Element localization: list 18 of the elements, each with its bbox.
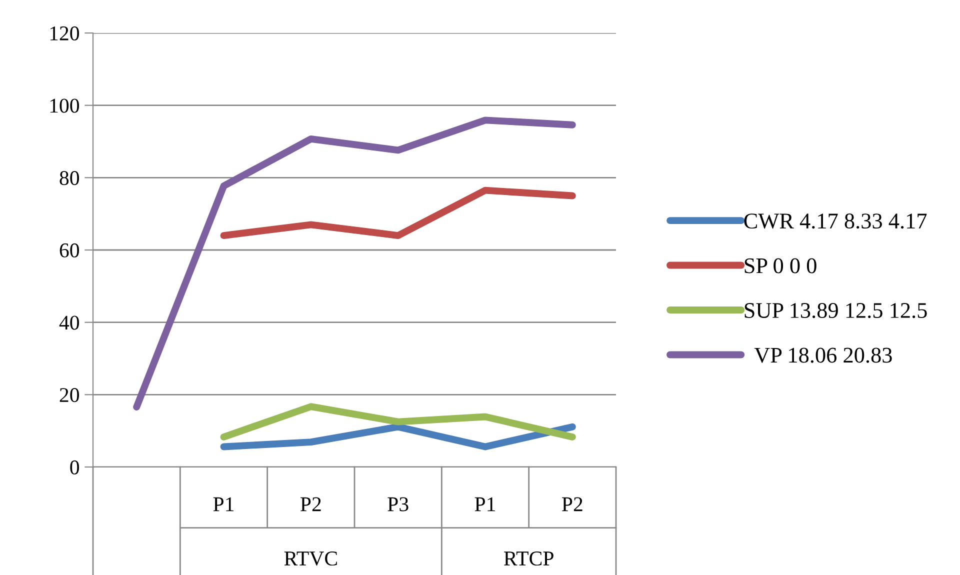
y-tick-label: 120: [50, 26, 80, 40]
text: RTCP: [504, 552, 554, 566]
x-tick-label: P1: [474, 497, 495, 512]
x-tick-label: P1: [213, 497, 234, 512]
legend-label: VP 18.06 20.83: [754, 348, 892, 363]
x-tick-label: P2: [562, 497, 582, 512]
legend-label: CWR 4.17 8.33 4.17: [744, 214, 927, 229]
y-tick-label: 0: [70, 460, 80, 474]
legend-label: SUP 13.89 12.5 12.5: [744, 303, 927, 318]
y-tick-label: 20: [60, 388, 80, 402]
text: RTVC: [284, 552, 337, 566]
legend-label: SP 0 0 0: [744, 258, 816, 274]
y-tick-label: 100: [50, 98, 80, 113]
y-tick-label: 60: [60, 243, 80, 258]
x-tick-label: P3: [388, 497, 408, 512]
x-tick-label: P2: [300, 497, 321, 512]
y-tick-label: 40: [59, 316, 80, 330]
y-tick-label: 80: [60, 171, 80, 186]
